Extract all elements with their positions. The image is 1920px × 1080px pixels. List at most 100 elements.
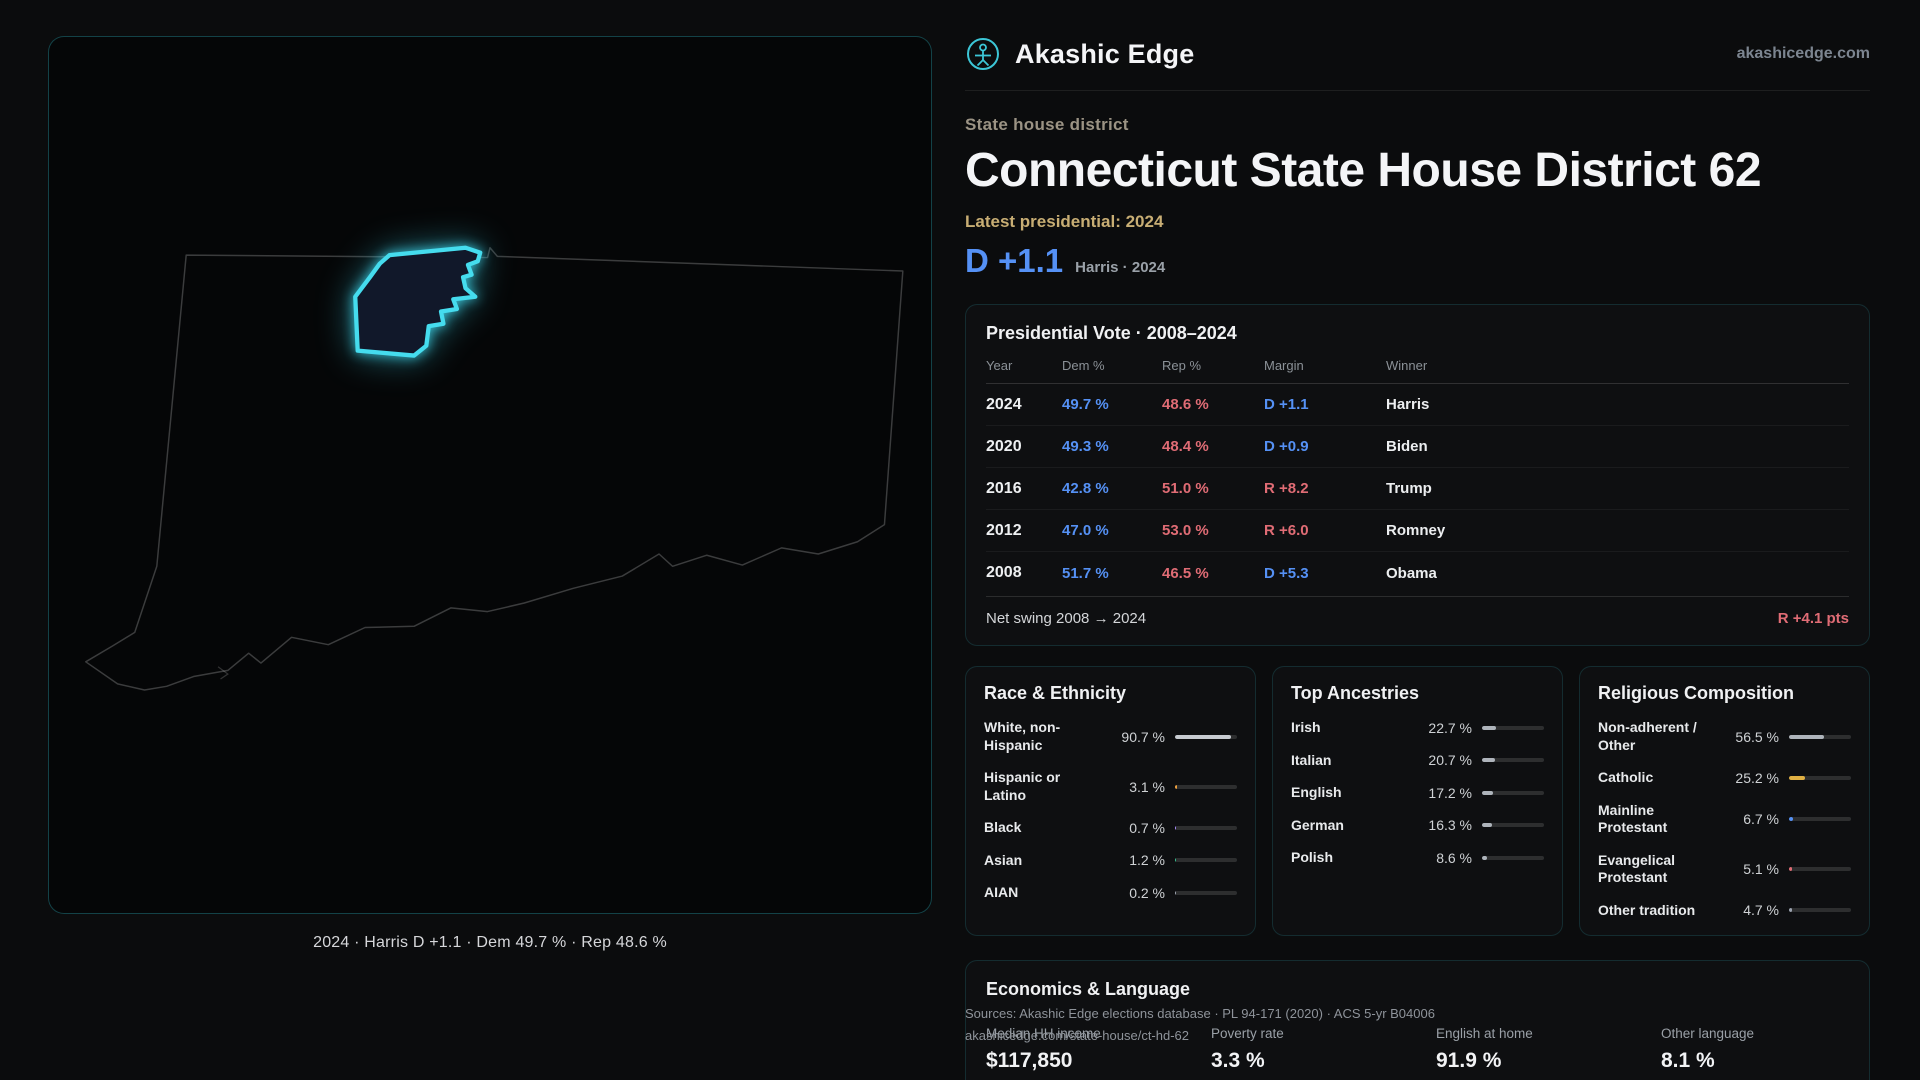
net-swing-row: Net swing 2008 → 2024 R +4.1 pts	[986, 596, 1849, 627]
race-rows: White, non-Hispanic 90.7 % Hispanic or Lat…	[984, 719, 1237, 902]
stat-value: 5.1 %	[1743, 861, 1779, 877]
vote-row: 2012 47.0 % 53.0 % R +6.0 Romney	[986, 510, 1849, 552]
religious-composition-card: Religious Composition Non-adherent / Oth…	[1579, 666, 1870, 936]
stat-row: Black 0.7 %	[984, 819, 1237, 837]
stat-bar	[1789, 867, 1851, 871]
stat-label: White, non-Hispanic	[984, 719, 1061, 753]
vote-card-title: Presidential Vote · 2008–2024	[986, 323, 1237, 343]
sources-footnote: Sources: Akashic Edge elections database…	[965, 1003, 1435, 1047]
stat-value: 6.7 %	[1743, 811, 1779, 827]
economics-stat-label: Median HH income	[986, 1026, 1101, 1041]
brand-name: Akashic Edge	[1015, 38, 1195, 69]
vote-rep-pct: 51.0 %	[1162, 480, 1209, 497]
stat-bar	[1482, 855, 1544, 860]
stat-bar	[1175, 734, 1237, 739]
stat-value: 90.7 %	[1121, 728, 1165, 745]
stat-value: 22.7 %	[1428, 719, 1472, 736]
economics-card-title: Economics & Language	[986, 979, 1191, 999]
economics-stat: Other language 8.1 %	[1661, 1026, 1849, 1073]
headline-margin: D +1.1 Harris · 2024	[965, 242, 1870, 280]
map-section: 2024 · Harris D +1.1 · Dem 49.7 % · Rep …	[48, 36, 932, 952]
stat-label: Non-adherent / Other	[1598, 719, 1697, 753]
sources-line-1: Sources: Akashic Edge elections database…	[965, 1006, 1435, 1021]
stat-label: Mainline Protestant	[1598, 801, 1668, 836]
vote-row: 2020 49.3 % 48.4 % D +0.9 Biden	[986, 426, 1849, 468]
stat-label: Black	[984, 819, 1022, 835]
vote-row: 2008 51.7 % 46.5 % D +5.3 Obama	[986, 552, 1849, 594]
stat-row: Asian 1.2 %	[984, 852, 1237, 870]
district-type-kicker: State house district	[965, 115, 1129, 134]
economics-stat-value: 8.1 %	[1661, 1049, 1715, 1072]
sources-line-2: akashicedge.com/state-house/ct-hd-62	[965, 1028, 1190, 1044]
economics-language-card: Economics & Language Median HH income $11…	[965, 960, 1870, 1080]
stat-value: 4.7 %	[1743, 902, 1779, 919]
stat-bar	[1175, 784, 1237, 789]
vote-dem-pct: 42.8 %	[1062, 480, 1109, 497]
economics-stats: Median HH income $117,850 Poverty rate 3.3 …	[986, 1026, 1849, 1073]
net-swing-label: Net swing 2008 → 2024	[986, 610, 1147, 627]
coast-detail	[217, 666, 229, 680]
stat-label: AIAN	[984, 884, 1019, 900]
economics-stat-label: English at home	[1436, 1026, 1533, 1041]
stat-row: AIAN 0.2 %	[984, 884, 1237, 902]
stat-row: Catholic 25.2 %	[1598, 769, 1851, 787]
ancestry-rows: Irish 22.7 % Italian 20.7 % English 17.2 % Ger…	[1291, 719, 1544, 867]
ancestries-card-title: Top Ancestries	[1291, 683, 1420, 703]
vote-winner: Harris	[1386, 396, 1430, 413]
connecticut-map[interactable]	[49, 37, 931, 913]
presidential-vote-card: Presidential Vote · 2008–2024 Year Dem % R…	[965, 304, 1870, 646]
stat-value: 56.5 %	[1735, 728, 1779, 745]
latest-presidential-label: Latest presidential: 2024	[965, 212, 1164, 231]
net-swing-value: R +4.1 pts	[1777, 610, 1849, 627]
vote-year: 2016	[986, 479, 1022, 497]
page-title: Connecticut State House District 62	[965, 144, 1762, 197]
vote-year: 2024	[986, 395, 1022, 413]
vote-row: 2024 49.7 % 48.6 % D +1.1 Harris	[986, 384, 1849, 426]
stat-bar	[1175, 858, 1237, 863]
stat-label: Hispanic or Latino	[984, 769, 1061, 803]
stat-label: Polish	[1291, 849, 1334, 865]
stat-row: Italian 20.7 %	[1291, 752, 1544, 770]
stat-bar	[1789, 734, 1851, 739]
stat-label: Catholic	[1598, 769, 1654, 785]
religion-card-title: Religious Composition	[1598, 683, 1794, 703]
stat-row: Non-adherent / Other 56.5 %	[1598, 719, 1851, 754]
economics-stat-value: 3.3 %	[1211, 1049, 1265, 1072]
race-card-title: Race & Ethnicity	[984, 683, 1127, 703]
brand: Akashic Edge	[965, 36, 1194, 72]
stat-value: 25.2 %	[1735, 769, 1779, 786]
top-ancestries-card: Top Ancestries Irish 22.7 % Italian 20.7 % E…	[1272, 666, 1563, 936]
stat-bar	[1175, 890, 1237, 895]
stat-bar	[1789, 817, 1851, 821]
economics-stat-label: Poverty rate	[1211, 1026, 1284, 1041]
stat-row: Hispanic or Latino 3.1 %	[984, 769, 1237, 804]
vote-column-header: Winner	[1386, 358, 1428, 373]
vote-margin: R +6.0	[1264, 522, 1309, 539]
economics-stat: Poverty rate 3.3 %	[1211, 1026, 1436, 1073]
stat-row: Mainline Protestant 6.7 %	[1598, 802, 1851, 837]
stat-value: 0.7 %	[1129, 819, 1165, 836]
vote-rep-pct: 48.6 %	[1162, 396, 1209, 413]
vote-winner: Trump	[1386, 480, 1432, 497]
district-map-panel[interactable]	[48, 36, 932, 914]
demographics-row: Race & Ethnicity White, non-Hispanic 90.7…	[965, 666, 1870, 936]
race-ethnicity-card: Race & Ethnicity White, non-Hispanic 90.7…	[965, 666, 1256, 936]
district-shape[interactable]	[353, 245, 483, 358]
stat-label: English	[1291, 784, 1342, 800]
site-url: akashicedge.com	[1736, 45, 1870, 62]
vote-year: 2012	[986, 521, 1022, 539]
economics-stat-value: 91.9 %	[1436, 1049, 1502, 1072]
religion-rows: Non-adherent / Other 56.5 % Catholic 25.2 %…	[1598, 719, 1851, 919]
vote-rep-pct: 53.0 %	[1162, 522, 1209, 539]
vote-dem-pct: 47.0 %	[1062, 522, 1109, 539]
stat-row: English 17.2 %	[1291, 784, 1544, 802]
economics-stat-label: Other language	[1661, 1026, 1755, 1041]
stat-bar	[1482, 823, 1544, 828]
vote-margin: D +0.9	[1264, 438, 1309, 455]
vote-column-header: Margin	[1264, 358, 1304, 373]
stat-bar	[1482, 725, 1544, 730]
detail-panel: Akashic Edge akashicedge.com State house…	[965, 30, 1870, 1080]
economics-stat: Median HH income $117,850	[986, 1026, 1211, 1073]
vote-table-header: Year Dem % Rep % Margin Winner	[986, 358, 1849, 384]
headline-margin-value: D +1.1	[965, 242, 1064, 279]
